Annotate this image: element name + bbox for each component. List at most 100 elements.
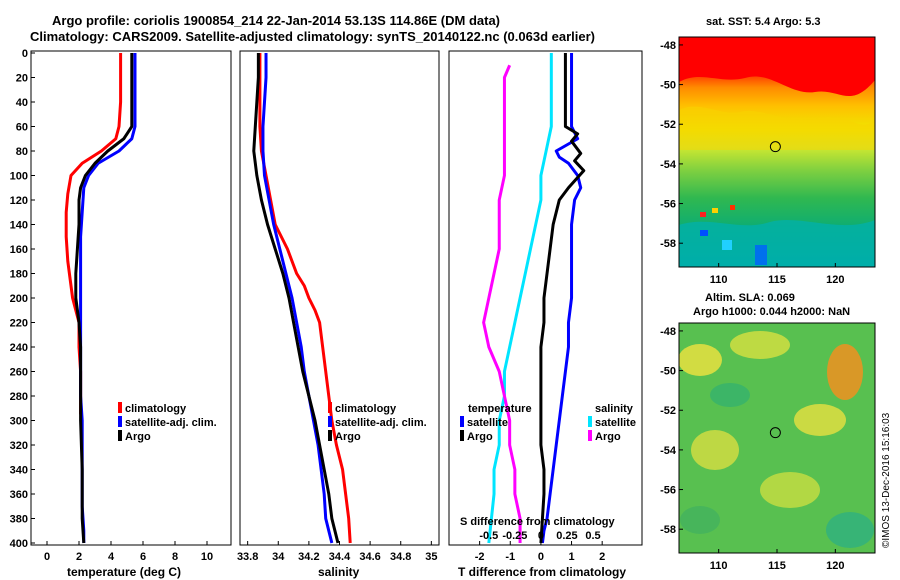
legend-swatch-argo	[460, 430, 464, 441]
s-difference-label: S difference from climatology	[460, 516, 616, 528]
map-y-tick-label: -52	[660, 119, 676, 131]
sla-map-title-2: Argo h1000: 0.044 h2000: NaN	[693, 306, 850, 318]
x-tick-label: 6	[140, 551, 146, 563]
sst-speck	[755, 245, 767, 265]
map-y-tick-label: -54	[660, 159, 677, 171]
y-tick-label: 240	[10, 342, 28, 354]
series-line-sal_satellite	[487, 53, 553, 544]
x-tick-label: 34.4	[329, 551, 351, 563]
series-line-argo	[539, 53, 586, 544]
legend-swatch-climatology	[328, 402, 332, 413]
x-tick-label: 0	[44, 551, 50, 563]
y-tick-label: 140	[10, 220, 28, 232]
temperature-legend: climatology satellite-adj. clim. Argo	[118, 402, 217, 443]
legend-label: Argo	[595, 431, 621, 443]
legend-swatch-satellite	[328, 416, 332, 427]
salinity-xlabel: salinity	[318, 565, 360, 579]
salinity-legend: climatology satellite-adj. clim. Argo	[328, 402, 427, 443]
x-tick-label: 35	[425, 551, 437, 563]
difference-panel	[448, 50, 643, 546]
x-tick-label: 34	[272, 551, 285, 563]
temperature-panel	[30, 50, 232, 546]
map-x-tick-label: 115	[768, 274, 786, 286]
legend-swatch-sal-argo	[588, 430, 592, 441]
map-x-tick-label: 110	[710, 560, 728, 572]
s-tick-label: 0.5	[585, 530, 600, 542]
series-line-argo	[252, 53, 340, 544]
x-tick-label: 2	[76, 551, 82, 563]
y-tick-label: 180	[10, 269, 28, 281]
series-line-argo	[74, 53, 134, 544]
salinity-x-axis: 33.8 34 34.2 34.4 34.6 34.8 35	[237, 541, 437, 563]
s-tick-label: -0.5	[479, 530, 498, 542]
title-line-1: Argo profile: coriolis 1900854_214 22-Ja…	[52, 13, 500, 28]
x-tick-label: 4	[108, 551, 115, 563]
x-tick-label: 8	[172, 551, 178, 563]
salinity-series	[252, 53, 352, 544]
sst-speck	[722, 240, 732, 250]
legend-swatch-argo	[328, 430, 332, 441]
map-y-tick-label: -48	[660, 326, 676, 338]
legend-label: Argo	[125, 431, 151, 443]
x-tick-label: 34.8	[390, 551, 411, 563]
map-y-tick-label: -54	[660, 445, 677, 457]
sla-blob	[730, 331, 790, 359]
y-tick-label: 80	[16, 146, 28, 158]
x-tick-label: 0	[538, 551, 544, 563]
x-tick-label: 1	[568, 551, 574, 563]
y-tick-label: 40	[16, 97, 28, 109]
legend-label: satellite-adj. clim.	[335, 417, 427, 429]
series-line-climatology	[258, 53, 352, 544]
sla-map-image	[679, 323, 875, 553]
sst-speck	[712, 208, 718, 213]
legend-label: Argo	[335, 431, 361, 443]
sst-warm-region	[679, 37, 875, 97]
x-tick-label: -1	[505, 551, 515, 563]
y-tick-label: 20	[16, 73, 28, 85]
legend-swatch-climatology	[118, 402, 122, 413]
map-y-tick-label: -48	[660, 40, 676, 52]
pressure-axis: 0 20 40 60 80 100 120 140 160 180 200 220 240 260 280 3…	[10, 48, 35, 550]
map-y-tick-label: -56	[660, 485, 676, 497]
y-tick-label: 360	[10, 489, 28, 501]
map-y-tick-label: -56	[660, 199, 676, 211]
y-tick-label: 300	[10, 416, 28, 428]
sst-mid-region	[679, 106, 875, 150]
sla-map-axes: 110 115 120 -48 -50 -52 -54 -56 -58	[660, 326, 844, 572]
s-tick-label: 0.25	[556, 530, 577, 542]
x-tick-label: 34.6	[359, 551, 380, 563]
sst-speck	[700, 212, 706, 217]
sla-blob	[680, 506, 720, 534]
legend-title: salinity	[595, 403, 634, 415]
y-tick-label: 320	[10, 440, 28, 452]
y-tick-label: 380	[10, 514, 28, 526]
sst-map-image	[679, 37, 875, 267]
y-tick-label: 120	[10, 195, 28, 207]
credit-text: ©IMOS 13-Dec-2016 15:16:03	[881, 412, 892, 548]
salinity-panel	[239, 50, 440, 546]
sla-blob	[760, 472, 820, 508]
x-tick-label: 2	[599, 551, 605, 563]
difference-legend-temperature: temperature satellite Argo	[460, 403, 532, 443]
sla-blob	[691, 430, 739, 470]
argo-position-marker	[769, 141, 781, 153]
legend-swatch-argo	[118, 430, 122, 441]
temperature-series	[64, 53, 137, 544]
y-tick-label: 280	[10, 391, 28, 403]
legend-label: satellite	[595, 417, 636, 429]
sst-speck	[730, 205, 735, 210]
series-line-satellite	[261, 53, 334, 544]
map-x-tick-label: 120	[826, 560, 844, 572]
sla-blob	[794, 404, 846, 436]
y-tick-label: 100	[10, 171, 28, 183]
difference-series	[482, 53, 586, 544]
legend-swatch-satellite	[460, 416, 464, 427]
temperature-xlabel: temperature (deg C)	[67, 565, 181, 579]
map-x-tick-label: 120	[826, 274, 844, 286]
map-y-tick-label: -50	[660, 80, 676, 92]
map-y-tick-label: -50	[660, 366, 676, 378]
sla-blob	[826, 512, 874, 548]
sst-map-title: sat. SST: 5.4 Argo: 5.3	[706, 16, 821, 28]
map-x-tick-label: 110	[710, 274, 728, 286]
